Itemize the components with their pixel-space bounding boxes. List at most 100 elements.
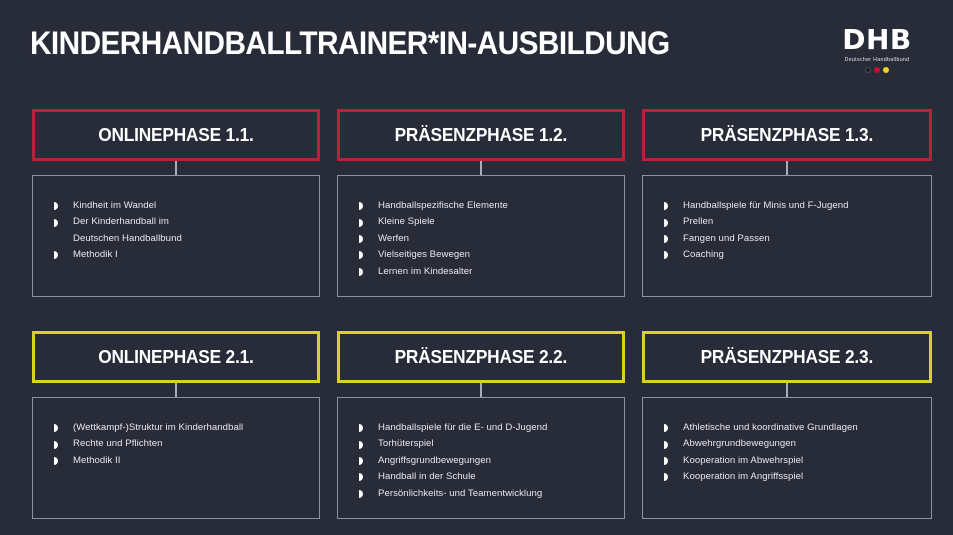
list-item-label: Coaching bbox=[683, 249, 724, 261]
dhb-logo: DHB Deutscher Handballbund bbox=[827, 26, 927, 82]
list-item: Kooperation im Abwehrspiel bbox=[655, 453, 919, 469]
phase-card-header[interactable]: PRÄSENZPHASE 2.2. bbox=[337, 331, 625, 383]
phase-card-grid: ONLINEPHASE 1.1. Kindheit im Wandel Der … bbox=[0, 95, 953, 535]
list-item: Coaching bbox=[655, 247, 919, 263]
list-item-label: Kooperation im Abwehrspiel bbox=[683, 454, 804, 466]
bullet-half-circle-icon bbox=[664, 440, 668, 449]
list-item-label: Werfen bbox=[378, 232, 410, 244]
list-item-label: Deutschen Handballbund bbox=[73, 232, 182, 244]
list-item: Kindheit im Wandel bbox=[45, 198, 307, 214]
list-item: (Wettkampf-)Struktur im Kinderhandball bbox=[45, 420, 307, 436]
bullet-half-circle-icon bbox=[664, 424, 668, 433]
bullet-half-circle-icon bbox=[54, 424, 58, 433]
phase-card-header[interactable]: ONLINEPHASE 1.1. bbox=[32, 109, 320, 161]
list-item: Rechte und Pflichten bbox=[45, 436, 307, 452]
phase-card-header[interactable]: PRÄSENZPHASE 1.3. bbox=[642, 109, 932, 161]
logo-dot-red-icon bbox=[874, 67, 880, 74]
phase-card-body: (Wettkampf-)Struktur im Kinderhandball R… bbox=[32, 397, 320, 519]
page-header: KINDERHANDBALLTRAINER*IN-AUSBILDUNG DHB … bbox=[0, 0, 953, 95]
phase-topic-list: (Wettkampf-)Struktur im Kinderhandball R… bbox=[45, 420, 307, 469]
phase-card: ONLINEPHASE 2.1. (Wettkampf-)Struktur im… bbox=[32, 331, 320, 519]
phase-topic-list: Handballspezifische Elemente Kleine Spie… bbox=[350, 198, 612, 280]
card-connector-line bbox=[175, 161, 177, 175]
list-item-label: Abwehrgrundbewegungen bbox=[683, 438, 797, 450]
phase-card-body: Handballspiele für Minis und F-Jugend Pr… bbox=[642, 175, 932, 297]
bullet-half-circle-icon bbox=[359, 235, 363, 243]
bullet-half-circle-icon bbox=[54, 202, 58, 211]
list-item-label: Lernen im Kindesalter bbox=[378, 265, 473, 277]
phase-card-body: Kindheit im Wandel Der Kinderhandball im… bbox=[32, 175, 320, 297]
card-connector-line bbox=[175, 383, 177, 397]
list-item: Methodik II bbox=[45, 453, 307, 469]
bullet-half-circle-icon bbox=[359, 267, 363, 276]
bullet-half-circle-icon bbox=[54, 457, 58, 465]
list-item: Angriffsgrundbewegungen bbox=[350, 453, 612, 469]
phase-card: PRÄSENZPHASE 1.3. Handballspiele für Min… bbox=[642, 109, 932, 297]
phase-card: PRÄSENZPHASE 2.2. Handballspiele für die… bbox=[337, 331, 625, 519]
phase-card-header[interactable]: PRÄSENZPHASE 2.3. bbox=[642, 331, 932, 383]
list-item-label: Kindheit im Wandel bbox=[73, 200, 157, 211]
bullet-half-circle-icon bbox=[54, 251, 58, 260]
phase-card-title: ONLINEPHASE 2.1. bbox=[98, 346, 254, 367]
list-item: Handballspiele für Minis und F-Jugend bbox=[655, 198, 919, 214]
card-connector-line bbox=[480, 161, 482, 175]
list-item-label: Kooperation im Angriffsspiel bbox=[683, 471, 804, 483]
list-item-label: Handball in der Schule bbox=[378, 471, 476, 483]
list-item: Deutschen Handballbund bbox=[45, 231, 307, 247]
list-item: Fangen und Passen bbox=[655, 231, 919, 247]
list-item: Kooperation im Angriffsspiel bbox=[655, 469, 919, 485]
phase-card-body: Handballspiele für die E- und D-Jugend T… bbox=[337, 397, 625, 519]
phase-topic-list: Handballspiele für die E- und D-Jugend T… bbox=[350, 420, 612, 502]
phase-card: PRÄSENZPHASE 1.2. Handballspezifische El… bbox=[337, 109, 625, 297]
bullet-half-circle-icon bbox=[359, 218, 363, 227]
list-item: Der Kinderhandball im bbox=[45, 214, 307, 230]
bullet-half-circle-icon bbox=[664, 218, 668, 227]
list-item: Torhüterspiel bbox=[350, 436, 612, 452]
phase-card-title: PRÄSENZPHASE 1.3. bbox=[700, 124, 874, 145]
list-item-label: Vielseitiges Bewegen bbox=[378, 249, 471, 261]
list-item-label: Rechte und Pflichten bbox=[73, 438, 163, 450]
list-item-label: Athletische und koordinative Grundlagen bbox=[683, 422, 858, 433]
bullet-half-circle-icon bbox=[359, 489, 363, 498]
bullet-half-circle-icon bbox=[359, 440, 363, 449]
phase-card-body: Handballspezifische Elemente Kleine Spie… bbox=[337, 175, 625, 297]
list-item: Athletische und koordinative Grundlagen bbox=[655, 420, 919, 436]
list-item-label: Handballspezifische Elemente bbox=[378, 200, 508, 211]
bullet-half-circle-icon bbox=[359, 457, 363, 465]
list-item-label: Handballspiele für Minis und F-Jugend bbox=[683, 200, 849, 211]
list-item-label: Methodik I bbox=[73, 249, 118, 261]
list-item-label: Kleine Spiele bbox=[378, 216, 435, 228]
logo-dot-black-icon bbox=[865, 67, 871, 74]
list-item: Methodik I bbox=[45, 247, 307, 263]
list-item: Abwehrgrundbewegungen bbox=[655, 436, 919, 452]
list-item: Handballspezifische Elemente bbox=[350, 198, 612, 214]
bullet-half-circle-icon bbox=[664, 473, 668, 482]
bullet-half-circle-icon bbox=[359, 251, 363, 260]
list-item-label: Persönlichkeits- und Teamentwicklung bbox=[378, 487, 543, 499]
phase-card-title: PRÄSENZPHASE 1.2. bbox=[394, 124, 568, 145]
page-title: KINDERHANDBALLTRAINER*IN-AUSBILDUNG bbox=[30, 25, 670, 61]
list-item: Prellen bbox=[655, 214, 919, 230]
list-item-label: Der Kinderhandball im bbox=[73, 216, 169, 228]
bullet-half-circle-icon bbox=[664, 235, 668, 243]
phase-card-header[interactable]: ONLINEPHASE 2.1. bbox=[32, 331, 320, 383]
phase-card-header[interactable]: PRÄSENZPHASE 1.2. bbox=[337, 109, 625, 161]
card-connector-line bbox=[786, 161, 788, 175]
bullet-half-circle-icon bbox=[664, 202, 668, 211]
logo-dot-yellow-icon bbox=[883, 67, 889, 74]
bullet-half-circle-icon bbox=[359, 424, 363, 433]
card-connector-line bbox=[480, 383, 482, 397]
phase-topic-list: Handballspiele für Minis und F-Jugend Pr… bbox=[655, 198, 919, 264]
card-connector-line bbox=[786, 383, 788, 397]
list-item: Vielseitiges Bewegen bbox=[350, 247, 612, 263]
list-item: Werfen bbox=[350, 231, 612, 247]
list-item: Persönlichkeits- und Teamentwicklung bbox=[350, 486, 612, 502]
phase-card-title: PRÄSENZPHASE 2.3. bbox=[700, 346, 874, 367]
phase-topic-list: Athletische und koordinative Grundlagen … bbox=[655, 420, 919, 486]
phase-card: PRÄSENZPHASE 2.3. Athletische und koordi… bbox=[642, 331, 932, 519]
bullet-half-circle-icon bbox=[359, 202, 363, 211]
list-item-label: (Wettkampf-)Struktur im Kinderhandball bbox=[73, 422, 244, 433]
bullet-half-circle-icon bbox=[54, 218, 58, 227]
list-item-label: Torhüterspiel bbox=[378, 438, 434, 450]
phase-card-title: PRÄSENZPHASE 2.2. bbox=[394, 346, 568, 367]
